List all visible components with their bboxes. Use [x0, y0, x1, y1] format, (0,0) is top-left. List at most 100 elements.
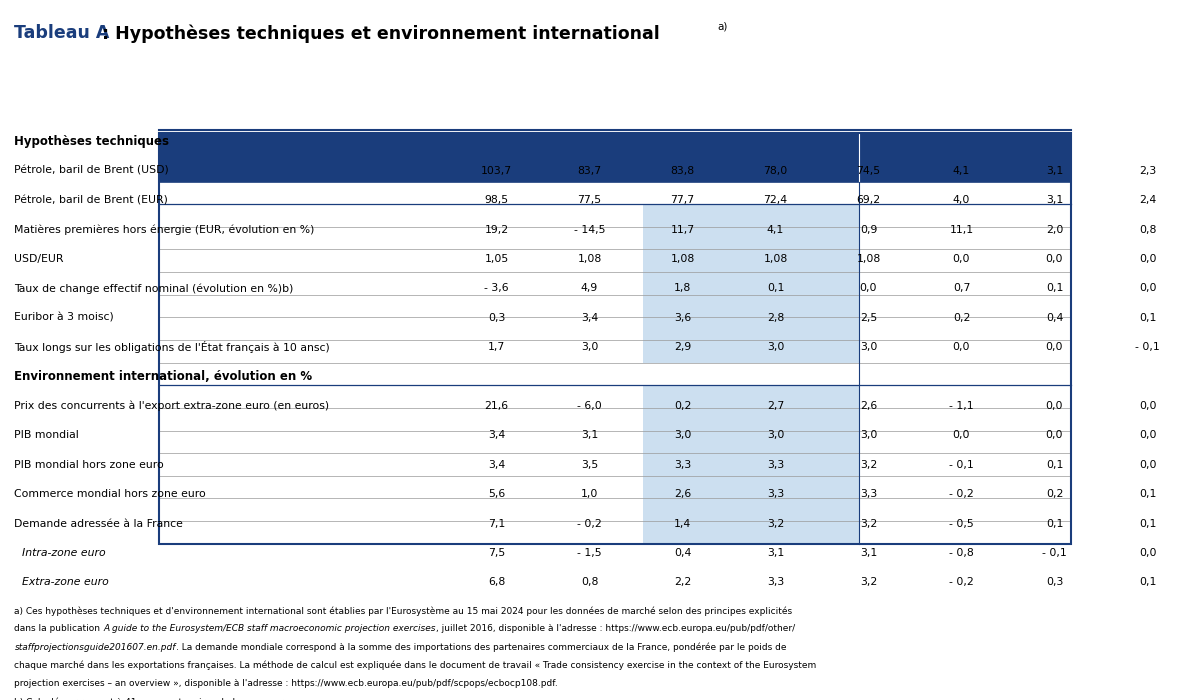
- Text: 19,2: 19,2: [485, 225, 509, 235]
- Text: 6,8: 6,8: [488, 578, 505, 587]
- Text: 3,3: 3,3: [767, 489, 784, 499]
- Text: 2,6: 2,6: [860, 401, 877, 411]
- Text: 3,4: 3,4: [488, 430, 505, 440]
- Text: 0,0: 0,0: [1045, 254, 1063, 264]
- Text: 2,6: 2,6: [674, 489, 691, 499]
- Text: - 0,5: - 0,5: [949, 519, 974, 528]
- Text: 0,1: 0,1: [1046, 519, 1063, 528]
- Text: staffprojectionsguide201607.en.pdf: staffprojectionsguide201607.en.pdf: [14, 643, 175, 652]
- Text: 3,1: 3,1: [767, 548, 784, 558]
- Text: - 1,5: - 1,5: [577, 548, 602, 558]
- Text: Taux longs sur les obligations de l'État français à 10 ansc): Taux longs sur les obligations de l'État…: [14, 341, 330, 354]
- Text: - 14,5: - 14,5: [574, 225, 605, 235]
- Text: 2026: 2026: [1129, 102, 1166, 115]
- Bar: [160, 476, 1070, 498]
- Text: - 3,6: - 3,6: [484, 284, 509, 293]
- Bar: [160, 295, 1070, 317]
- Text: - 0,2: - 0,2: [949, 489, 974, 499]
- Text: Hypothèses techniques: Hypothèses techniques: [14, 135, 169, 148]
- Bar: [643, 295, 859, 317]
- Text: 2,2: 2,2: [674, 578, 691, 587]
- Text: 0,4: 0,4: [1046, 313, 1063, 323]
- Text: 3,2: 3,2: [860, 460, 877, 470]
- Bar: [643, 521, 859, 544]
- Text: 11,1: 11,1: [949, 225, 973, 235]
- Text: 0,7: 0,7: [953, 284, 970, 293]
- Text: Environnement international, évolution en %: Environnement international, évolution e…: [14, 370, 312, 383]
- Text: 3,0: 3,0: [674, 430, 691, 440]
- Text: 3,0: 3,0: [860, 430, 877, 440]
- Text: 4,1: 4,1: [767, 225, 784, 235]
- Text: 3,0: 3,0: [581, 342, 598, 352]
- Text: Extra-zone euro: Extra-zone euro: [22, 578, 108, 587]
- Text: 2025: 2025: [1036, 102, 1073, 115]
- Text: 0,2: 0,2: [674, 401, 691, 411]
- Text: 1,08: 1,08: [763, 254, 787, 264]
- Text: 0,0: 0,0: [1139, 430, 1157, 440]
- Text: - 0,2: - 0,2: [577, 519, 602, 528]
- Text: PIB mondial hors zone euro: PIB mondial hors zone euro: [14, 460, 164, 470]
- Text: 2,0: 2,0: [1046, 225, 1063, 235]
- Text: 2024: 2024: [664, 102, 701, 115]
- Text: Tableau A: Tableau A: [14, 25, 109, 43]
- Text: 1,0: 1,0: [581, 489, 598, 499]
- Text: 1,08: 1,08: [671, 254, 695, 264]
- Text: 0,0: 0,0: [1139, 548, 1157, 558]
- Text: - 0,1: - 0,1: [949, 460, 974, 470]
- Text: 0,0: 0,0: [859, 284, 877, 293]
- Text: 1,7: 1,7: [488, 342, 505, 352]
- Text: 1,08: 1,08: [857, 254, 881, 264]
- Text: 1,05: 1,05: [485, 254, 509, 264]
- Text: 1,8: 1,8: [674, 284, 691, 293]
- Bar: [643, 498, 859, 521]
- Bar: [160, 385, 1070, 408]
- Text: 3,2: 3,2: [767, 519, 784, 528]
- Text: 0,0: 0,0: [953, 430, 971, 440]
- Text: 0,1: 0,1: [1139, 489, 1156, 499]
- Text: USD/EUR: USD/EUR: [14, 254, 64, 264]
- Text: 21,6: 21,6: [485, 401, 509, 411]
- Text: 1,4: 1,4: [674, 519, 691, 528]
- Text: 0,0: 0,0: [1045, 342, 1063, 352]
- Text: - 6,0: - 6,0: [577, 401, 602, 411]
- Text: 0,2: 0,2: [953, 313, 970, 323]
- Text: projection exercises – an overview », disponible à l'adresse : https://www.ecb.e: projection exercises – an overview », di…: [14, 679, 558, 688]
- Text: 3,1: 3,1: [1046, 166, 1063, 176]
- Text: 103,7: 103,7: [481, 166, 512, 176]
- Text: Révisions depuis mars 2024: Révisions depuis mars 2024: [950, 69, 1159, 83]
- Text: 83,8: 83,8: [671, 166, 695, 176]
- Text: 2023: 2023: [571, 102, 608, 115]
- Text: 0,9: 0,9: [860, 225, 877, 235]
- Text: 2025: 2025: [757, 102, 794, 115]
- Bar: [160, 430, 1070, 453]
- Bar: [160, 340, 1070, 363]
- Text: Pétrole, baril de Brent (EUR): Pétrole, baril de Brent (EUR): [14, 195, 168, 205]
- Text: 0,1: 0,1: [1046, 284, 1063, 293]
- Text: 0,1: 0,1: [1139, 313, 1156, 323]
- Bar: [643, 340, 859, 363]
- Text: Euribor à 3 moisc): Euribor à 3 moisc): [14, 313, 114, 323]
- Text: 69,2: 69,2: [857, 195, 881, 205]
- Text: PIB mondial: PIB mondial: [14, 430, 79, 440]
- Text: 0,0: 0,0: [1139, 284, 1157, 293]
- Text: b) Calculé par rapport à 41 pays partenaires de la zone euro.: b) Calculé par rapport à 41 pays partena…: [14, 697, 292, 700]
- Text: 3,2: 3,2: [860, 578, 877, 587]
- Text: 3,5: 3,5: [581, 460, 598, 470]
- Text: 5,6: 5,6: [488, 489, 505, 499]
- Text: 3,4: 3,4: [488, 460, 505, 470]
- Text: 0,1: 0,1: [767, 284, 784, 293]
- Text: 2022: 2022: [478, 102, 515, 115]
- Bar: [643, 453, 859, 476]
- Bar: [643, 476, 859, 498]
- Text: 1,08: 1,08: [577, 254, 601, 264]
- Text: 3,4: 3,4: [581, 313, 598, 323]
- Text: Commerce mondial hors zone euro: Commerce mondial hors zone euro: [14, 489, 206, 499]
- Text: Intra-zone euro: Intra-zone euro: [22, 548, 106, 558]
- Text: 0,8: 0,8: [1139, 225, 1156, 235]
- Bar: [160, 227, 1070, 249]
- Bar: [160, 498, 1070, 521]
- Text: 4,0: 4,0: [953, 195, 970, 205]
- Text: : Hypothèses techniques et environnement international: : Hypothèses techniques et environnement…: [96, 25, 660, 43]
- Text: dans la publication: dans la publication: [14, 624, 103, 634]
- Text: 0,2: 0,2: [1046, 489, 1063, 499]
